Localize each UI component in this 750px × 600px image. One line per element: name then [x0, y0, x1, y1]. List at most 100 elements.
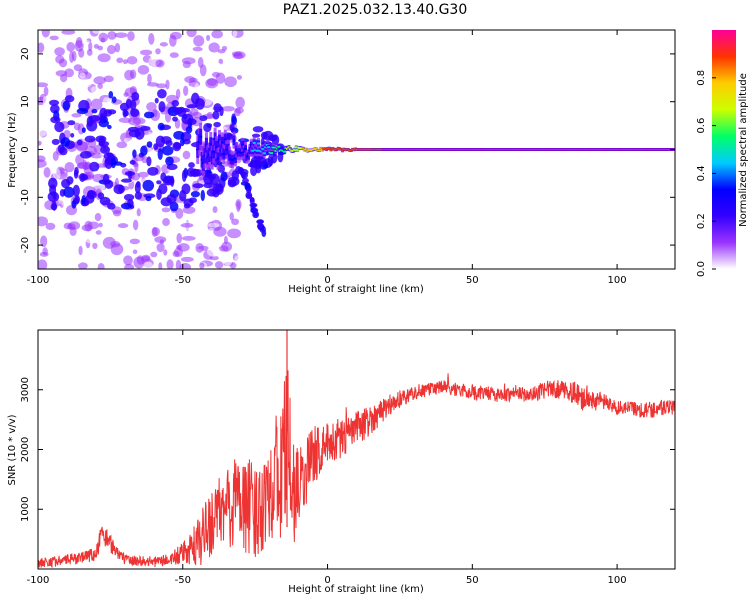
- signal-blob: [186, 104, 198, 109]
- snr-xtick-label: 100: [608, 575, 627, 586]
- noise-blob: [55, 70, 68, 77]
- signal-blob: [258, 156, 267, 167]
- signal-blob: [212, 110, 220, 120]
- signal-blob: [251, 133, 261, 138]
- noise-blob: [227, 228, 242, 239]
- signal-blob: [231, 115, 237, 126]
- colorbar-axes: 0.0 0.2 0.4 0.6 0.8: [696, 70, 716, 277]
- signal-blob: [84, 135, 96, 143]
- noise-blob: [234, 255, 242, 265]
- signal-blob: [180, 137, 185, 147]
- signal-blob: [128, 129, 141, 138]
- noise-blob: [161, 207, 171, 213]
- branch-blob: [242, 177, 249, 184]
- noise-blob: [93, 44, 100, 49]
- signal-blob: [166, 193, 177, 204]
- noise-blob: [146, 82, 159, 87]
- ridge-core: [327, 147, 331, 150]
- branch-blob: [249, 202, 258, 208]
- noise-blob: [78, 245, 83, 256]
- signal-blob: [192, 169, 203, 177]
- spectrogram-xtick-label: -50: [175, 275, 191, 286]
- snr-xtick-label: -50: [175, 575, 191, 586]
- noise-blob: [84, 234, 97, 244]
- ridge-core: [341, 149, 345, 152]
- signal-blob: [132, 149, 137, 159]
- signal-blob: [131, 91, 140, 101]
- noise-blob: [194, 83, 200, 94]
- signal-blob: [62, 100, 71, 111]
- signal-blob: [153, 143, 159, 151]
- noise-blob: [141, 155, 148, 164]
- noise-blob: [68, 221, 81, 230]
- signal-blob: [80, 174, 89, 181]
- noise-blob: [42, 96, 48, 107]
- ridge-core: [262, 152, 266, 155]
- signal-blob: [183, 198, 194, 207]
- noise-blob: [38, 126, 48, 137]
- noise-blob: [175, 88, 181, 99]
- noise-blob: [156, 243, 165, 253]
- colorbar: 0.0 0.2 0.4 0.6 0.8 Normalized spectral ampl…: [696, 30, 749, 277]
- signal-blob: [81, 194, 86, 205]
- signal-blob: [213, 121, 221, 128]
- noise-blob: [224, 76, 237, 88]
- noise-blob: [140, 255, 151, 262]
- noise-blob: [40, 235, 48, 248]
- spectrogram-ytick-label: -10: [20, 189, 31, 205]
- signal-blob: [181, 113, 194, 125]
- signal-blob: [102, 173, 110, 185]
- ridge-core: [267, 146, 271, 149]
- signal-blob: [165, 156, 174, 166]
- ridge-core: [215, 146, 219, 149]
- signal-blob: [161, 145, 174, 156]
- noise-blob: [72, 254, 83, 265]
- spectrogram-xtick-label: -100: [27, 275, 50, 286]
- ridge-core: [232, 139, 236, 142]
- ridge-core: [270, 152, 274, 155]
- signal-blob: [60, 137, 71, 147]
- noise-blob: [129, 69, 137, 79]
- noise-blob: [223, 254, 233, 267]
- ridge-core: [255, 149, 259, 152]
- noise-blob: [205, 78, 219, 89]
- noise-blob: [174, 73, 179, 85]
- noise-blob: [117, 223, 129, 229]
- noise-blob: [127, 31, 135, 41]
- noise-blob: [92, 242, 98, 249]
- noise-blob: [207, 222, 220, 228]
- noise-blob: [165, 79, 170, 90]
- noise-blob: [83, 30, 88, 37]
- spectrogram-xtick-label: 50: [466, 275, 479, 286]
- noise-blob: [146, 102, 157, 112]
- spectrogram-heatmap: [38, 30, 675, 269]
- noise-blob: [116, 141, 128, 149]
- spectrogram-xlabel: Height of straight line (km): [288, 284, 424, 295]
- noise-blob: [93, 76, 106, 85]
- signal-blob: [165, 140, 173, 147]
- noise-blob: [162, 218, 170, 227]
- noise-blob: [169, 34, 177, 47]
- noise-blob: [71, 113, 82, 118]
- ridge-core: [251, 149, 255, 152]
- signal-blob: [169, 201, 179, 212]
- noise-blob: [114, 32, 128, 38]
- signal-blob: [110, 157, 117, 169]
- signal-blob: [260, 131, 268, 140]
- noise-blob: [185, 37, 194, 46]
- signal-blob: [103, 109, 113, 117]
- signal-blob: [81, 127, 86, 133]
- noise-blob: [66, 42, 75, 52]
- signal-blob: [200, 189, 205, 202]
- signal-blob: [154, 97, 159, 104]
- noise-blob: [221, 241, 233, 252]
- signal-blob: [134, 191, 142, 200]
- signal-blob: [172, 116, 178, 122]
- ridge-core: [257, 142, 261, 145]
- noise-blob: [217, 49, 226, 54]
- signal-blob: [80, 151, 92, 159]
- signal-blob: [77, 139, 83, 146]
- noise-blob: [152, 227, 160, 236]
- noise-blob: [114, 43, 121, 53]
- signal-blob: [156, 180, 162, 185]
